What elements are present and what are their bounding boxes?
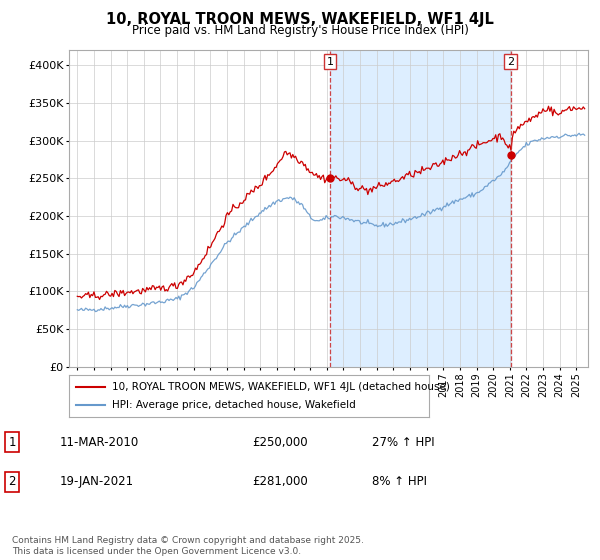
Text: 1: 1 <box>326 57 334 67</box>
Text: 19-JAN-2021: 19-JAN-2021 <box>60 475 134 488</box>
Bar <box>330 50 511 367</box>
Text: 11-MAR-2010: 11-MAR-2010 <box>60 436 139 449</box>
Text: 2: 2 <box>8 475 16 488</box>
Text: 8% ↑ HPI: 8% ↑ HPI <box>372 475 427 488</box>
Text: 1: 1 <box>8 436 16 449</box>
Text: Price paid vs. HM Land Registry's House Price Index (HPI): Price paid vs. HM Land Registry's House … <box>131 24 469 36</box>
Text: Contains HM Land Registry data © Crown copyright and database right 2025.
This d: Contains HM Land Registry data © Crown c… <box>12 536 364 556</box>
Text: 10, ROYAL TROON MEWS, WAKEFIELD, WF1 4JL: 10, ROYAL TROON MEWS, WAKEFIELD, WF1 4JL <box>106 12 494 27</box>
Text: £250,000: £250,000 <box>252 436 308 449</box>
Text: HPI: Average price, detached house, Wakefield: HPI: Average price, detached house, Wake… <box>112 400 356 410</box>
Text: £281,000: £281,000 <box>252 475 308 488</box>
Text: 27% ↑ HPI: 27% ↑ HPI <box>372 436 434 449</box>
Text: 2: 2 <box>507 57 514 67</box>
Text: 10, ROYAL TROON MEWS, WAKEFIELD, WF1 4JL (detached house): 10, ROYAL TROON MEWS, WAKEFIELD, WF1 4JL… <box>112 382 450 392</box>
